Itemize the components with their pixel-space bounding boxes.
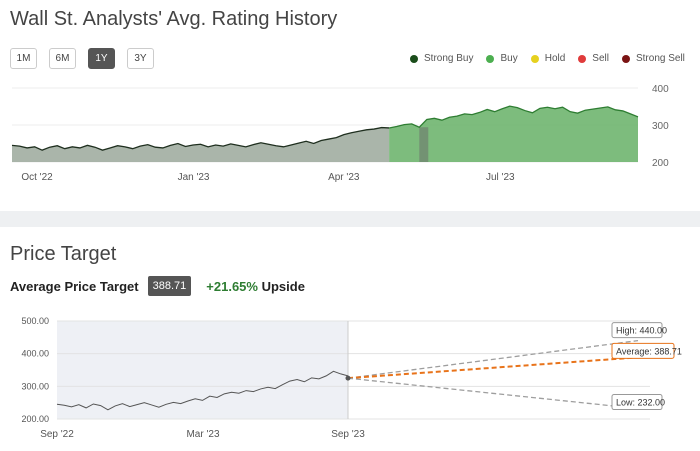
legend-strong-sell[interactable]: Strong Sell — [621, 53, 685, 64]
rating-history-title: Wall St. Analysts' Avg. Rating History — [10, 8, 338, 30]
low-target-callout: Low: 232.00 — [611, 394, 665, 411]
rating-history-chart: 400 300 200 Oct '22 Jan '23 Apr '23 Jul '23 — [11, 84, 669, 183]
legend-dot-icon — [486, 54, 495, 63]
price-target-card: Price Target Average Price Target 388.71… — [0, 227, 700, 451]
rating-y-tick-label: 200 — [652, 158, 669, 169]
legend-label: Sell — [592, 53, 609, 64]
period-selector: 1M 6M 1Y 3Y — [10, 48, 166, 69]
low-target-callout-text: Low: 232.00 — [616, 398, 665, 408]
legend-sell[interactable]: Sell — [578, 53, 609, 64]
legend-hold[interactable]: Hold — [530, 53, 566, 64]
high-target-callout-text: High: 440.00 — [616, 326, 667, 336]
average-target-callout: Average: 388.71 — [611, 342, 682, 359]
pt-y-tick-label: 500.00 — [21, 316, 49, 326]
price-target-title: Price Target — [10, 243, 117, 265]
rating-x-tick-label: Jul '23 — [486, 172, 515, 183]
legend-dot-icon — [410, 54, 418, 63]
average-price-target-row: Average Price Target 388.71 +21.65% Upsi… — [10, 276, 305, 296]
current-price-dot — [345, 375, 351, 381]
rating-line-grey — [11, 126, 390, 151]
pt-y-tick-label: 200.00 — [21, 414, 49, 424]
legend-dot-icon — [621, 54, 630, 63]
rating-x-tick-label: Oct '22 — [21, 172, 53, 183]
low-target-line — [347, 377, 639, 410]
period-6m-button[interactable]: 6M — [49, 48, 76, 69]
rating-legend: Strong Buy Buy Hold Sell Strong Sell — [410, 53, 685, 64]
rating-x-tick-label: Jan '23 — [178, 172, 210, 183]
high-target-callout: High: 440.00 — [611, 322, 667, 339]
average-target-callout-box — [611, 342, 675, 359]
average-target-callout-text: Average: 388.71 — [616, 346, 682, 356]
high-target-line — [347, 339, 639, 379]
legend-label: Hold — [544, 53, 566, 64]
pt-x-tick-label: Mar '23 — [186, 429, 219, 440]
rating-x-tick-label: Apr '23 — [328, 172, 360, 183]
legend-buy[interactable]: Buy — [486, 53, 518, 64]
rating-y-tick-label: 300 — [652, 121, 669, 132]
rating-area-green — [389, 106, 638, 162]
pt-x-tick-label: Sep '22 — [40, 429, 74, 440]
low-target-callout-box — [611, 394, 663, 411]
high-target-callout-box — [611, 322, 663, 339]
pt-y-tick-label: 300.00 — [21, 381, 49, 391]
legend-strong-buy[interactable]: Strong Buy — [410, 53, 473, 64]
legend-dot-icon — [530, 54, 539, 63]
average-target-line — [347, 356, 639, 380]
rating-y-tick-label: 400 — [652, 84, 669, 95]
period-1m-button[interactable]: 1M — [10, 48, 37, 69]
pt-y-tick-label: 400.00 — [21, 349, 49, 359]
rating-band-grey — [419, 127, 429, 162]
rating-history-card: Wall St. Analysts' Avg. Rating History 1… — [0, 0, 700, 211]
legend-dot-icon — [578, 54, 587, 63]
legend-label: Strong Buy — [424, 53, 474, 64]
legend-label: Buy — [500, 53, 518, 64]
average-price-target-label: Average Price Target — [10, 278, 139, 294]
price-target-chart: 500.00 400.00 300.00 200.00 High: 440.00 Aver… — [21, 316, 682, 440]
price-history-line — [56, 370, 349, 411]
upside-word: Upside — [261, 278, 305, 294]
history-background — [57, 321, 348, 419]
legend-label: Strong Sell — [635, 53, 685, 64]
average-price-target-badge: 388.71 — [147, 276, 192, 296]
upside-text: +21.65% Upside — [206, 279, 305, 294]
period-1y-button[interactable]: 1Y — [88, 48, 115, 69]
period-3y-button[interactable]: 3Y — [127, 48, 154, 69]
pt-x-tick-label: Sep '23 — [331, 429, 365, 440]
upside-percent: +21.65% — [206, 278, 258, 294]
rating-line-green — [388, 105, 639, 129]
